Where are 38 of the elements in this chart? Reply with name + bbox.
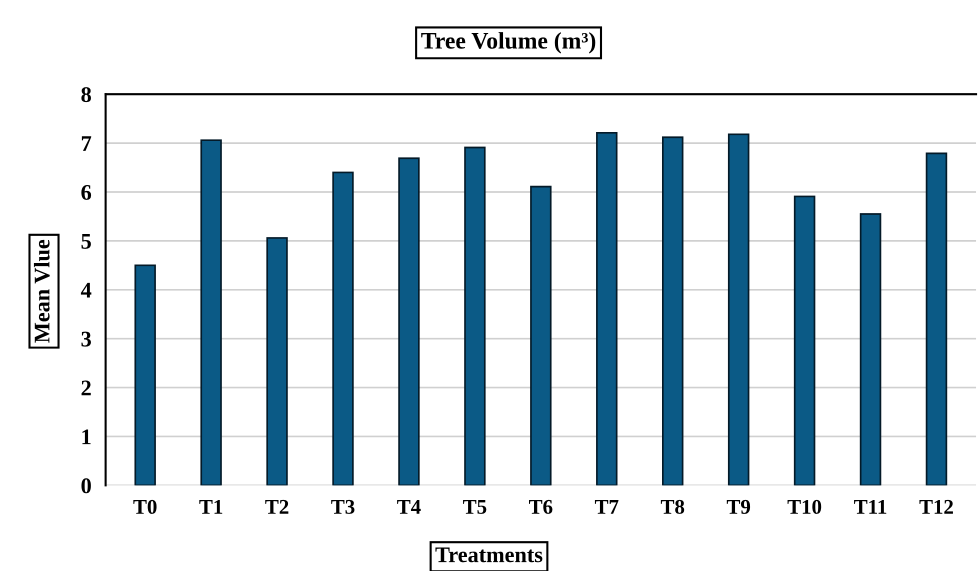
y-tick-label: 2 xyxy=(82,380,91,396)
x-tick-label: T10 xyxy=(788,500,822,514)
x-axis-title: Treatments xyxy=(435,548,542,562)
y-tick-label: 4 xyxy=(80,282,92,298)
bar xyxy=(134,264,156,486)
x-tick-label: T4 xyxy=(397,500,421,514)
x-tick-label: T8 xyxy=(660,500,684,514)
y-tick-label: 0 xyxy=(81,478,91,494)
x-tick-label: T3 xyxy=(331,500,354,514)
bar xyxy=(596,132,618,486)
bar xyxy=(728,133,750,486)
bar xyxy=(530,186,552,486)
x-tick-label: T2 xyxy=(265,500,288,514)
bar xyxy=(926,152,948,486)
chart-title: Tree Volume (m³) xyxy=(421,32,596,54)
bar xyxy=(332,172,354,486)
bar xyxy=(794,196,816,486)
x-tick-label: T0 xyxy=(133,500,157,514)
x-tick-label: T9 xyxy=(726,500,750,514)
x-tick-label: T1 xyxy=(199,500,222,514)
bar xyxy=(266,237,288,486)
y-tick-label: 6 xyxy=(81,184,92,200)
bar xyxy=(860,213,882,486)
x-tick-label: T6 xyxy=(529,500,552,514)
x-tick-label: T5 xyxy=(463,500,486,514)
bar xyxy=(200,139,222,486)
bar xyxy=(398,157,420,486)
y-tick-label: 7 xyxy=(82,136,92,151)
bar xyxy=(464,146,486,486)
bar xyxy=(662,136,684,486)
y-axis-title: Mean Vlue xyxy=(34,240,50,343)
x-tick-label: T11 xyxy=(854,500,886,514)
x-tick-label: T12 xyxy=(919,500,953,514)
y-tick-label: 8 xyxy=(81,87,91,102)
x-tick-label: T7 xyxy=(594,500,618,514)
y-tick-label: 3 xyxy=(81,332,91,347)
y-tick-label: 1 xyxy=(82,430,91,444)
y-tick-label: 5 xyxy=(82,234,91,249)
